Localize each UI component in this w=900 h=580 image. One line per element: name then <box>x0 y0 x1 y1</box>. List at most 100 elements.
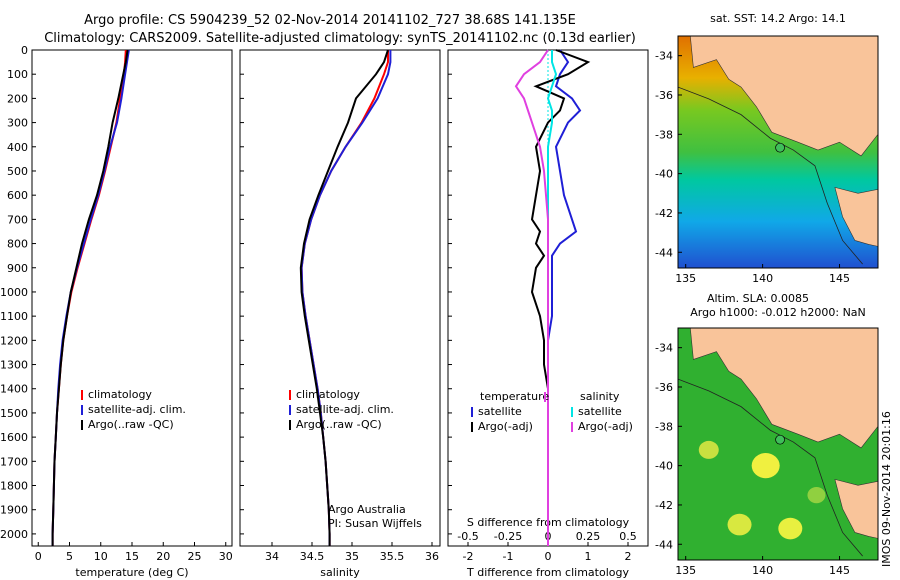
y-tick-label: 800 <box>7 238 28 251</box>
legend-header: temperature <box>480 390 549 403</box>
legend-label: Argo(-adj) <box>478 420 533 433</box>
series-line-argo-raw-qc- <box>299 49 389 546</box>
map-title: Altim. SLA: 0.0085 <box>707 292 809 305</box>
x-tick-label: 15 <box>125 550 139 563</box>
y-tick-label: 300 <box>7 117 28 130</box>
map-x-tick-label: 135 <box>675 272 696 285</box>
legend-label: satellite <box>478 405 522 418</box>
s-tick-label: 0.25 <box>576 530 601 543</box>
x-tick-label: 0 <box>545 550 552 563</box>
map-y-tick-label: -38 <box>655 420 673 433</box>
x-axis-label: temperature (deg C) <box>75 566 188 579</box>
map-frame <box>677 35 879 269</box>
series-line-salinity-argo-adj- <box>514 49 549 546</box>
sla-anomaly <box>727 513 752 536</box>
y-tick-label: 600 <box>7 189 28 202</box>
map-x-tick-label: 145 <box>829 272 850 285</box>
land-tasmania <box>834 478 878 539</box>
legend-label: Argo(..raw -QC) <box>296 418 382 431</box>
y-tick-label: 1700 <box>0 455 28 468</box>
credit-text: IMOS 09-Nov-2014 20:01:16 <box>880 411 892 567</box>
map-y-tick-label: -34 <box>655 342 673 355</box>
s-tick-label: -0.5 <box>457 530 478 543</box>
x-tick-label: 35.5 <box>380 550 405 563</box>
panel-difference: -2 -1 0 1 2 T difference from climatology -0.5… <box>447 49 649 579</box>
y-tick-label: 700 <box>7 213 28 226</box>
shelf-contour <box>678 86 863 265</box>
x-tick-label: 2 <box>625 550 632 563</box>
legend-label: climatology <box>296 388 360 401</box>
sla-anomaly <box>778 517 803 540</box>
map-frame <box>677 327 879 561</box>
x-tick-label: 35 <box>345 550 359 563</box>
y-tick-label: 2000 <box>0 528 28 541</box>
s-tick-label: 0.5 <box>619 530 637 543</box>
map-title: sat. SST: 14.2 Argo: 14.1 <box>710 12 846 25</box>
map-y-tick-label: -40 <box>655 460 673 473</box>
header-line-1: Argo profile: CS 5904239_52 02-Nov-2014 … <box>84 13 576 28</box>
map-y-tick-label: -44 <box>655 246 673 259</box>
x-tick-label: 10 <box>94 550 108 563</box>
x-tick-label: 0 <box>35 550 42 563</box>
map-x-tick-label: 140 <box>752 564 773 577</box>
sla-anomaly <box>807 487 826 504</box>
x-tick-label: 34.5 <box>300 550 325 563</box>
legend-label: climatology <box>88 388 152 401</box>
legend-header: salinity <box>580 390 620 403</box>
y-tick-label: 1000 <box>0 286 28 299</box>
y-tick-label: 0 <box>21 44 28 57</box>
legend-label: Argo(..raw -QC) <box>88 418 174 431</box>
map-y-tick-label: -40 <box>655 168 673 181</box>
map-y-tick-label: -44 <box>655 538 673 551</box>
x-tick-label: 34 <box>265 550 279 563</box>
legend-label: satellite <box>578 405 622 418</box>
x-tick-label: 30 <box>219 550 233 563</box>
argo-location-marker <box>775 434 785 445</box>
y-tick-label: 1500 <box>0 407 28 420</box>
panel-temperature: 0100200300400500600700800900100011001200… <box>0 44 233 579</box>
y-tick-label: 1600 <box>0 431 28 444</box>
annotation-line: Argo Australia <box>328 503 406 516</box>
y-tick-label: 1300 <box>0 359 28 372</box>
y-tick-label: 200 <box>7 92 28 105</box>
x-tick-label: 1 <box>585 550 592 563</box>
x-axis-label: T difference from climatology <box>466 566 629 579</box>
panel-frame <box>239 49 441 547</box>
map-y-tick-label: -36 <box>655 89 673 102</box>
land-mainland <box>690 328 878 449</box>
y-tick-label: 900 <box>7 262 28 275</box>
argo-location-marker <box>775 142 785 153</box>
map-y-tick-label: -36 <box>655 381 673 394</box>
x-tick-label: -1 <box>503 550 514 563</box>
map-sla-map: 135 140 145 -34 -36 -38 -40 -42 -44 Altim. SLA: 0… <box>655 292 879 577</box>
y-tick-label: 1200 <box>0 334 28 347</box>
y-tick-label: 1400 <box>0 383 28 396</box>
legend-label: satellite-adj. clim. <box>296 403 394 416</box>
map-y-tick-label: -42 <box>655 499 673 512</box>
land-mainland <box>690 36 878 157</box>
y-tick-label: 1800 <box>0 480 28 493</box>
sla-anomaly <box>751 453 780 479</box>
y-tick-label: 1900 <box>0 504 28 517</box>
sla-anomaly <box>698 440 719 459</box>
x-tick-label: 20 <box>156 550 170 563</box>
x-tick-label: 5 <box>66 550 73 563</box>
y-tick-label: 100 <box>7 68 28 81</box>
map-x-tick-label: 140 <box>752 272 773 285</box>
map-x-tick-label: 145 <box>829 564 850 577</box>
s-tick-label: -0.25 <box>494 530 522 543</box>
map-x-tick-label: 135 <box>675 564 696 577</box>
panels: 0100200300400500600700800900100011001200… <box>0 12 879 579</box>
x-tick-label: 25 <box>188 550 202 563</box>
panel-frame <box>31 49 233 547</box>
panel-salinity: 34 34.5 35 35.5 36 salinity climatology satelli… <box>239 49 441 579</box>
y-tick-label: 1100 <box>0 310 28 323</box>
y-tick-label: 500 <box>7 165 28 178</box>
land-tasmania <box>834 186 878 247</box>
credit-strip: IMOS 09-Nov-2014 20:01:16 <box>880 411 892 567</box>
map-y-tick-label: -38 <box>655 128 673 141</box>
x-tick-label: -2 <box>463 550 474 563</box>
map-subtitle: Argo h1000: -0.012 h2000: NaN <box>690 306 866 319</box>
map-sst-map: 135 140 145 -34 -36 -38 -40 -42 -44 sat. SST: 14.… <box>655 12 879 285</box>
